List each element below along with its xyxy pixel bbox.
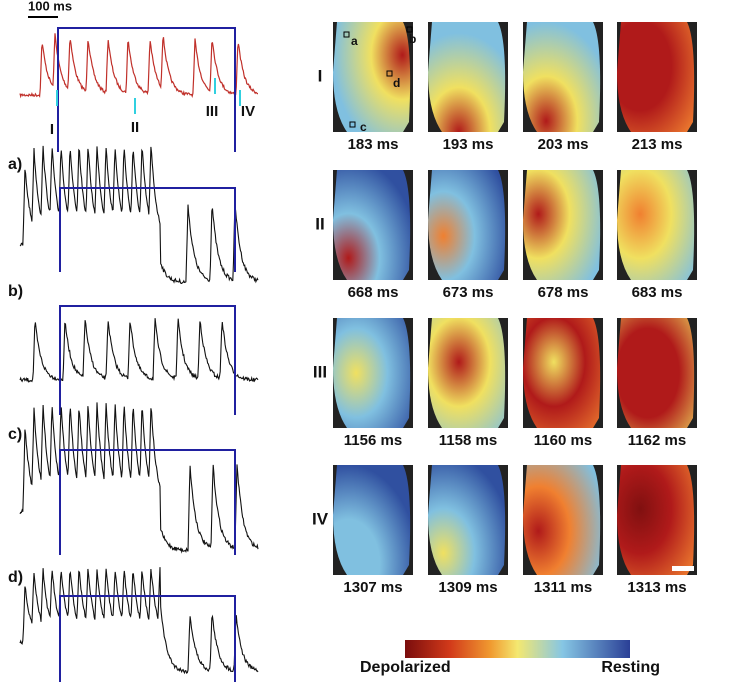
map-time: 213 ms xyxy=(632,136,683,153)
phase-label: IV xyxy=(241,103,255,120)
activation-map xyxy=(428,465,506,575)
map-time: 683 ms xyxy=(632,284,683,301)
activation-map xyxy=(617,318,695,428)
site-marker xyxy=(406,26,413,33)
phase-label: III xyxy=(206,103,219,120)
site-label: c xyxy=(360,120,367,134)
row-label: II xyxy=(315,214,324,233)
trace xyxy=(19,145,259,284)
map-time: 1313 ms xyxy=(627,579,686,596)
activation-map xyxy=(523,170,601,280)
map-time: 193 ms xyxy=(443,136,494,153)
window xyxy=(59,449,236,555)
map-time: 1160 ms xyxy=(534,432,592,449)
activation-map xyxy=(617,465,695,575)
channel-label: a) xyxy=(8,156,22,173)
trace xyxy=(19,318,259,383)
window xyxy=(59,305,236,415)
map-time: 678 ms xyxy=(538,284,589,301)
map-time: 1307 ms xyxy=(343,579,402,596)
activation-map xyxy=(428,22,506,132)
site-label: a xyxy=(351,34,358,48)
map-time: 1156 ms xyxy=(344,432,402,449)
maps: I 183 ms 193 ms 203 ms 213 ms II 668 ms 673 ms 6… xyxy=(312,22,697,658)
activation-map xyxy=(333,318,411,428)
map-time: 183 ms xyxy=(348,136,399,153)
channel-label: d) xyxy=(8,569,23,586)
activation-map xyxy=(333,465,411,575)
channel-label: c) xyxy=(8,426,22,443)
site-label: d xyxy=(393,76,400,90)
site-marker xyxy=(386,70,393,77)
map-time: 1158 ms xyxy=(439,432,497,449)
activation-map xyxy=(428,170,506,280)
activation-map xyxy=(428,318,506,428)
channel-label: b) xyxy=(8,283,23,300)
window xyxy=(59,187,236,272)
scale-bar xyxy=(672,566,694,571)
activation-map xyxy=(523,22,601,132)
row-label: III xyxy=(313,362,327,381)
trace xyxy=(19,33,258,99)
scale-bar-label: 100 ms xyxy=(28,0,72,13)
phase-label: I xyxy=(50,121,54,138)
trace xyxy=(19,567,259,675)
activation-map xyxy=(617,22,695,132)
map-time: 1311 ms xyxy=(534,579,592,596)
map-time: 673 ms xyxy=(443,284,494,301)
map-time: 203 ms xyxy=(538,136,589,153)
site-marker xyxy=(343,31,350,38)
row-label: IV xyxy=(312,509,329,528)
site-label: b xyxy=(409,32,416,46)
colorbar xyxy=(405,640,630,658)
window xyxy=(59,595,236,682)
activation-map xyxy=(333,170,411,280)
site-marker xyxy=(349,121,356,128)
colorbar-high: Resting xyxy=(601,659,660,676)
map-time: 668 ms xyxy=(348,284,399,301)
row-label: I xyxy=(318,66,323,85)
activation-map xyxy=(617,170,695,280)
activation-map xyxy=(523,465,601,575)
map-time: 1309 ms xyxy=(438,579,497,596)
activation-map xyxy=(333,22,411,132)
phase-label: II xyxy=(131,119,139,136)
map-time: 1162 ms xyxy=(628,432,686,449)
trace xyxy=(19,402,259,554)
activation-map xyxy=(523,318,601,428)
colorbar-low: Depolarized xyxy=(360,659,451,676)
